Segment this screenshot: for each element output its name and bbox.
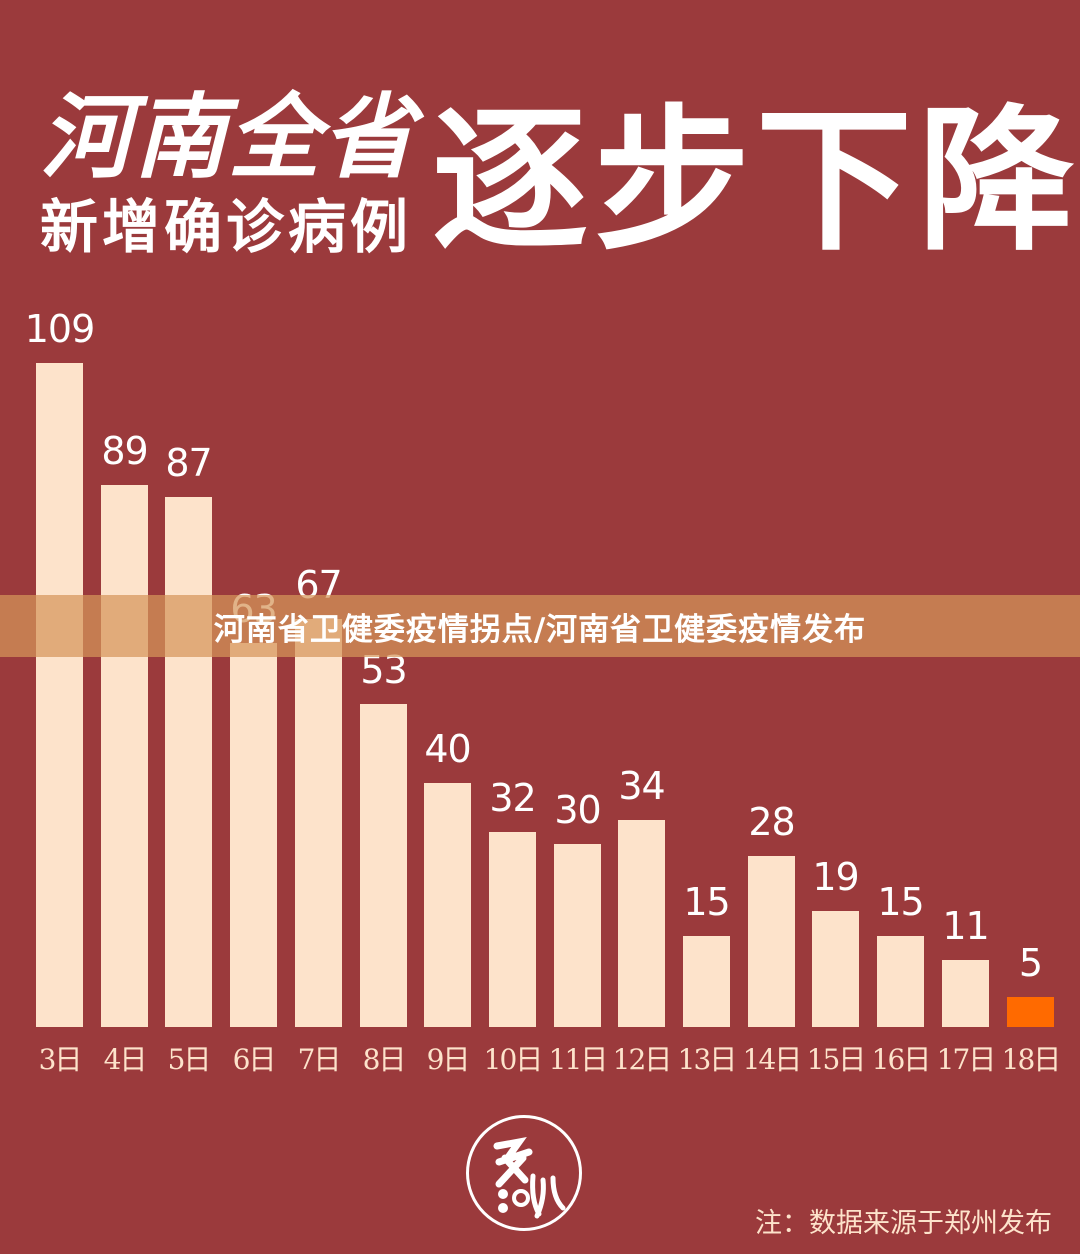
x-axis-label: 9日 xyxy=(426,1043,471,1076)
bar-chart: 1093日894日875日636日677日538日409日3210日3011日3… xyxy=(24,307,1062,1076)
bar-4日 xyxy=(101,485,148,1027)
bar-16日 xyxy=(877,936,924,1027)
banner-text: 河南省卫健委疫情拐点/河南省卫健委疫情发布 xyxy=(213,611,867,648)
x-axis-label: 4日 xyxy=(103,1043,148,1076)
bar-value-label: 15 xyxy=(683,880,730,924)
bar-10日 xyxy=(489,832,536,1027)
source-note: 注：数据来源于郑州发布 xyxy=(755,1208,1052,1239)
bar-12日 xyxy=(618,820,665,1027)
title-block: 河南全省 新增确诊病例 xyxy=(40,88,416,262)
bar-15日 xyxy=(812,911,859,1027)
x-axis-label: 14日 xyxy=(742,1043,803,1076)
bar-11日 xyxy=(554,844,601,1027)
bar-value-label: 32 xyxy=(489,776,536,820)
bar-value-label: 30 xyxy=(554,788,601,832)
bar-7日 xyxy=(295,619,342,1027)
x-axis-label: 12日 xyxy=(612,1043,673,1076)
bar-value-label: 5 xyxy=(1018,941,1043,985)
x-axis-label: 17日 xyxy=(936,1043,997,1076)
x-axis-label: 6日 xyxy=(232,1043,277,1076)
x-axis-label: 10日 xyxy=(483,1043,544,1076)
x-axis-label: 7日 xyxy=(297,1043,342,1076)
bar-value-label: 34 xyxy=(618,764,665,808)
x-axis-label: 11日 xyxy=(548,1043,609,1076)
bar-13日 xyxy=(683,936,730,1027)
x-axis-label: 15日 xyxy=(806,1043,867,1076)
bar-value-label: 89 xyxy=(101,429,148,473)
x-axis-label: 18日 xyxy=(1001,1043,1062,1076)
bar-value-label: 40 xyxy=(424,727,471,771)
bar-18日 xyxy=(1007,997,1054,1027)
bar-value-label: 87 xyxy=(165,441,212,485)
bar-value-label: 19 xyxy=(812,855,859,899)
bar-3日 xyxy=(36,363,83,1027)
headline: 逐步下降 xyxy=(432,90,1080,272)
bar-8日 xyxy=(360,704,407,1027)
bar-value-label: 109 xyxy=(24,307,96,351)
title-line-2: 新增确诊病例 xyxy=(40,193,413,261)
bar-5日 xyxy=(165,497,212,1027)
bar-14日 xyxy=(748,856,795,1027)
title-line-1: 河南全省 xyxy=(40,84,417,191)
bar-17日 xyxy=(942,960,989,1027)
x-axis-label: 8日 xyxy=(362,1043,407,1076)
x-axis-label: 13日 xyxy=(677,1043,738,1076)
x-axis-label: 5日 xyxy=(167,1043,212,1076)
logo-icon xyxy=(493,1137,566,1219)
x-axis-label: 3日 xyxy=(38,1043,83,1076)
bar-value-label: 28 xyxy=(748,800,795,844)
bar-value-label: 15 xyxy=(877,880,924,924)
bar-value-label: 11 xyxy=(942,904,989,948)
bar-6日 xyxy=(230,643,277,1027)
overlay-banner: 河南省卫健委疫情拐点/河南省卫健委疫情发布 xyxy=(0,595,1080,657)
brand-logo xyxy=(466,1115,582,1231)
x-axis-label: 16日 xyxy=(871,1043,932,1076)
bar-9日 xyxy=(424,783,471,1027)
